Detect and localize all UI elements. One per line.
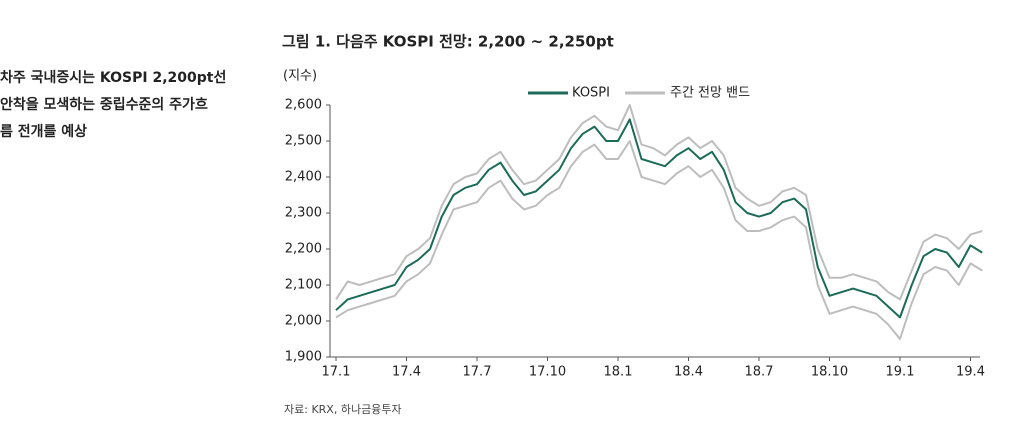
y-tick-label: 2,000	[285, 314, 322, 329]
y-tick-label: 1,900	[285, 350, 322, 365]
sidebar-line: 름 전개를 예상	[0, 123, 87, 140]
y-tick-label: 2,100	[285, 278, 322, 293]
x-tick-label: 17.4	[392, 365, 421, 380]
x-tick-label: 19.1	[886, 365, 915, 380]
chart-title: 그림 1. 다음주 KOSPI 전망: 2,200 ~ 2,250pt	[282, 33, 614, 51]
x-tick-label: 17.10	[529, 365, 566, 380]
x-tick-label: 19.4	[956, 365, 985, 380]
kospi-line	[335, 118, 983, 319]
source: 자료: KRX, 하나금융투자	[284, 402, 402, 416]
y-tick-label: 2,400	[285, 170, 322, 185]
legend-label: 주간 전망 밴드	[670, 86, 750, 101]
band-low	[335, 140, 983, 340]
x-tick-label: 17.7	[463, 365, 492, 380]
legend-label: KOSPI	[572, 86, 610, 101]
x-tick-label: 18.10	[811, 365, 848, 380]
y-tick-label: 2,200	[285, 242, 322, 257]
sidebar-line: 안착을 모색하는 중립수준의 주가흐	[0, 96, 208, 113]
x-tick-label: 18.1	[604, 365, 633, 380]
x-tick-label: 18.7	[745, 365, 774, 380]
x-tick-label: 17.1	[322, 365, 351, 380]
sidebar-line: 차주 국내증시는 KOSPI 2,200pt선	[0, 70, 226, 86]
band-high	[335, 104, 983, 301]
y-axis-label: (지수)	[283, 69, 317, 84]
x-tick-label: 18.4	[674, 365, 703, 380]
y-tick-label: 2,300	[285, 206, 322, 221]
y-tick-label: 2,600	[285, 98, 322, 113]
y-tick-label: 2,500	[285, 134, 322, 149]
